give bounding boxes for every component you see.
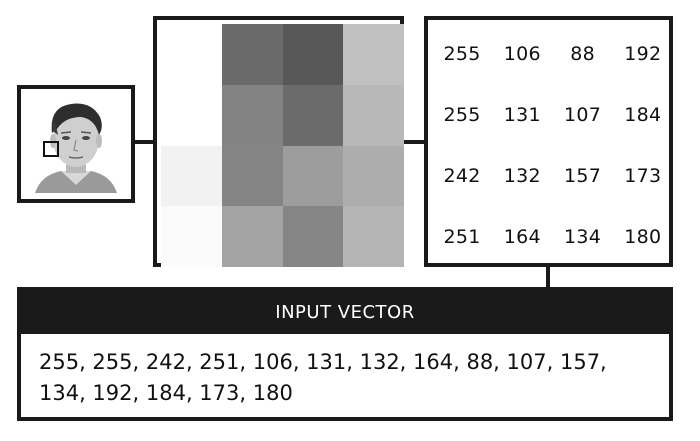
pixel-value-cell: 157 xyxy=(564,164,602,187)
pixel-cell xyxy=(282,145,344,207)
pixel-cell xyxy=(221,145,283,207)
input-vector-box: INPUT VECTOR 255, 255, 242, 251, 106, 13… xyxy=(17,287,673,421)
pixel-value-grid: 255 106 88 192 255 131 107 184 242 132 1… xyxy=(424,16,673,267)
pixel-cell xyxy=(282,206,344,267)
pixel-cell xyxy=(161,206,222,267)
pixel-value-cell: 184 xyxy=(624,104,662,127)
connector-face-to-grid xyxy=(135,140,153,144)
pixel-value-cell: 242 xyxy=(443,164,481,187)
pixel-cell xyxy=(221,206,283,267)
pixel-cell xyxy=(161,24,222,85)
pixel-cell xyxy=(282,24,344,85)
pixel-value-cell: 173 xyxy=(624,164,662,187)
pixel-value-cell: 255 xyxy=(443,43,481,66)
pixel-value-cell: 180 xyxy=(624,225,662,248)
pixel-cell xyxy=(161,145,222,207)
zoomed-pixel-grid xyxy=(153,16,404,267)
pixel-cell xyxy=(343,24,404,85)
pixel-value-cell: 164 xyxy=(503,225,541,248)
pixel-cell xyxy=(343,206,404,267)
pixel-value-cell: 106 xyxy=(503,43,541,66)
pixel-value-cell: 132 xyxy=(503,164,541,187)
pixel-value-cell: 255 xyxy=(443,104,481,127)
pixel-value-cell: 131 xyxy=(503,104,541,127)
pixel-cell xyxy=(343,145,404,207)
input-vector-header: INPUT VECTOR xyxy=(21,291,669,334)
pixel-value-cell: 134 xyxy=(564,225,602,248)
connector-values-to-vector xyxy=(546,267,550,287)
pixel-cell xyxy=(161,84,222,146)
face-photo xyxy=(27,95,125,193)
pixel-cell xyxy=(282,84,344,146)
pixel-cell xyxy=(221,24,283,85)
pixel-value-cell: 88 xyxy=(570,43,596,66)
connector-grid-to-values xyxy=(404,140,424,144)
pixel-cell xyxy=(221,84,283,146)
pixel-cell xyxy=(343,84,404,146)
pixel-value-cell: 107 xyxy=(564,104,602,127)
input-vector-values: 255, 255, 242, 251, 106, 131, 132, 164, … xyxy=(39,350,607,405)
face-thumbnail xyxy=(17,85,135,203)
pixel-value-cell: 251 xyxy=(443,225,481,248)
pixel-value-cell: 192 xyxy=(624,43,662,66)
